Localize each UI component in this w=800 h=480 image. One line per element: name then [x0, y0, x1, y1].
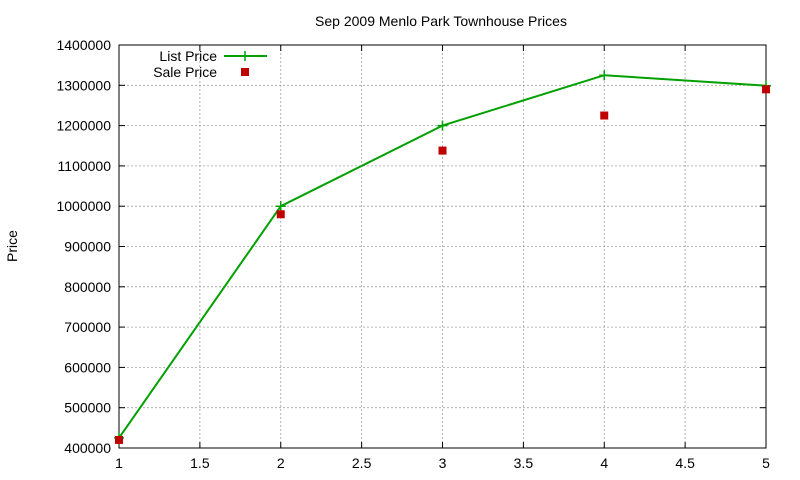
x-tick-label: 5	[762, 455, 770, 471]
axis-ticks	[118, 44, 767, 449]
y-tick-label: 600000	[64, 359, 111, 375]
x-tick-labels: 1 1.5 2 2.5 3 3.5 4 4.5 5	[115, 455, 770, 471]
list-price-point	[599, 70, 610, 81]
y-tick-label: 1200000	[56, 118, 111, 134]
legend-label-list-price: List Price	[159, 48, 217, 64]
y-tick-label: 400000	[64, 440, 111, 456]
sale-price-point	[115, 435, 123, 444]
y-tick-label: 800000	[64, 279, 111, 295]
legend-marker-sale-price	[241, 68, 249, 76]
x-tick-label: 2.5	[352, 455, 372, 471]
y-tick-label: 1400000	[56, 37, 111, 53]
legend-label-sale-price: Sale Price	[153, 64, 217, 80]
x-tick-label: 1	[115, 455, 123, 471]
legend-marker-list-price	[240, 51, 250, 61]
y-tick-label: 1300000	[56, 77, 111, 93]
grid-lines	[119, 45, 766, 448]
x-tick-label: 3	[439, 455, 447, 471]
x-tick-label: 4	[600, 455, 608, 471]
y-axis-label: Price	[4, 230, 20, 262]
y-tick-label: 1100000	[58, 158, 112, 174]
sale-price-point	[438, 146, 447, 155]
series-layer	[114, 70, 771, 444]
list-price-point	[437, 120, 448, 131]
sale-price-point	[276, 210, 285, 219]
y-tick-label: 700000	[64, 319, 111, 335]
y-tick-label: 1000000	[56, 198, 111, 214]
chart-title: Sep 2009 Menlo Park Townhouse Prices	[315, 13, 567, 29]
y-tick-label: 500000	[64, 400, 111, 416]
y-tick-label: 900000	[64, 239, 111, 255]
x-tick-label: 3.5	[514, 455, 534, 471]
sale-price-point	[600, 111, 609, 120]
x-tick-label: 2	[277, 455, 285, 471]
sale-price-point	[762, 85, 770, 94]
x-tick-label: 4.5	[675, 455, 695, 471]
list-price-point	[275, 201, 286, 212]
plot-frame	[118, 44, 767, 449]
y-tick-labels: 400000 500000 600000 700000 800000 900000 1000…	[56, 37, 111, 456]
x-tick-label: 1.5	[190, 455, 210, 471]
